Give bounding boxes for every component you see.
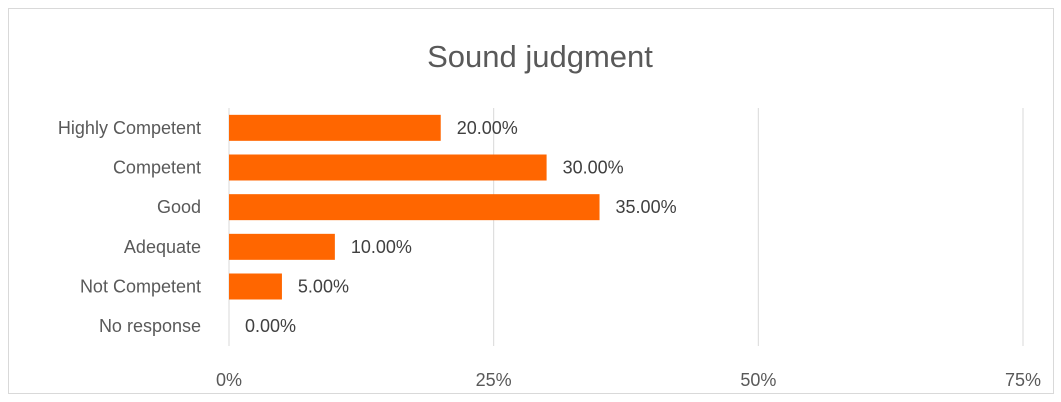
- category-label: Highly Competent: [58, 118, 201, 138]
- category-label: No response: [99, 316, 201, 336]
- bar: [229, 194, 600, 221]
- data-label: 10.00%: [351, 237, 412, 257]
- bars: [229, 114, 600, 300]
- category-label: Good: [157, 197, 201, 217]
- bar: [229, 273, 282, 300]
- category-label: Adequate: [124, 237, 201, 257]
- bar: [229, 154, 547, 181]
- category-label: Competent: [113, 158, 201, 178]
- data-label: 30.00%: [563, 158, 624, 178]
- bar: [229, 233, 335, 260]
- x-tick-label: 25%: [476, 370, 512, 390]
- bar: [229, 114, 441, 141]
- data-label: 20.00%: [457, 118, 518, 138]
- x-tick-label: 0%: [216, 370, 242, 390]
- data-labels: 20.00% 30.00% 35.00% 10.00%5.00%0.00%: [245, 118, 677, 336]
- data-label: 0.00%: [245, 316, 296, 336]
- category-label: Not Competent: [80, 277, 201, 297]
- chart-title: Sound judgment: [427, 39, 653, 74]
- x-axis-ticks: 0% 25% 50% 75%: [216, 370, 1041, 390]
- category-labels: Highly Competent Competent Good Adequate Not…: [58, 118, 201, 336]
- x-tick-label: 50%: [740, 370, 776, 390]
- data-label: 5.00%: [298, 277, 349, 297]
- gridlines: [228, 108, 1024, 346]
- data-label: 35.00%: [616, 197, 677, 217]
- x-tick-label: 75%: [1005, 370, 1041, 390]
